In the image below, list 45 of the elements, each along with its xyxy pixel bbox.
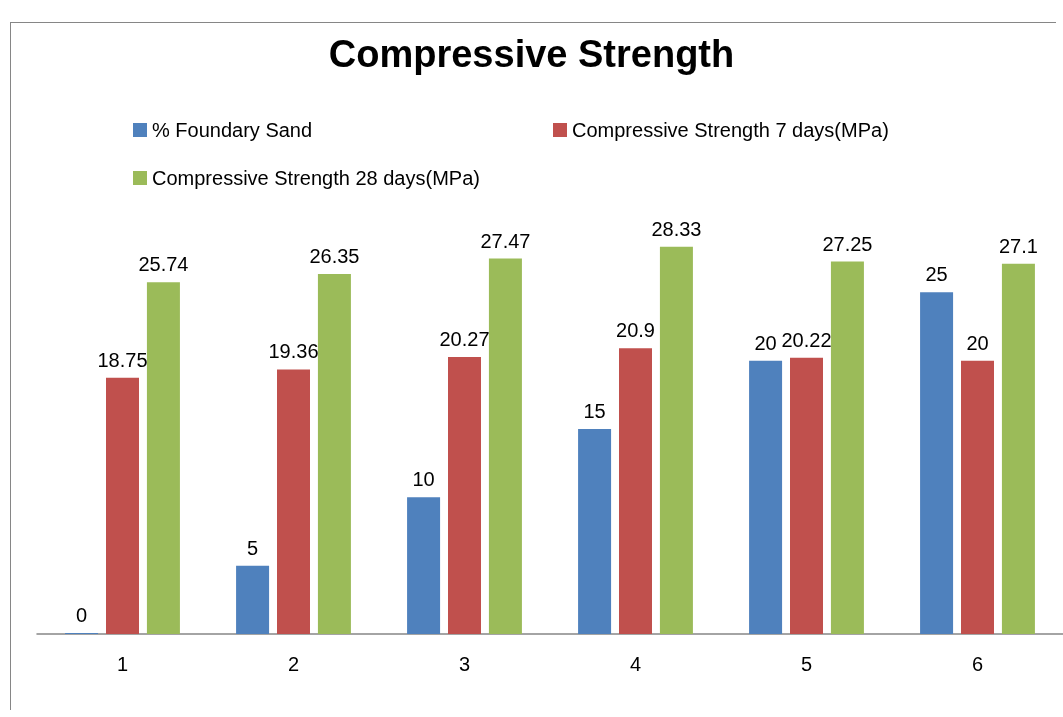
data-label: 27.25 — [822, 232, 873, 255]
data-label: 5 — [247, 536, 259, 559]
bar — [146, 282, 180, 634]
data-label: 10 — [412, 468, 435, 491]
bar — [488, 258, 522, 634]
x-tick-label: 5 — [800, 653, 813, 675]
bar — [106, 377, 139, 634]
data-label: 25 — [925, 263, 948, 286]
bar — [830, 261, 864, 634]
data-label: 20.22 — [781, 328, 832, 351]
bar — [1001, 263, 1035, 634]
data-label: 19.36 — [268, 340, 319, 363]
bar — [448, 356, 481, 634]
chart-title: Compressive Strength — [328, 33, 735, 75]
data-label: 20 — [754, 331, 777, 354]
bar — [236, 565, 270, 634]
x-tick-label: 6 — [971, 653, 984, 675]
legend-label: Compressive Strength 7 days(MPa) — [572, 119, 889, 141]
data-label: 18.75 — [97, 348, 148, 371]
bar — [659, 246, 693, 634]
data-label: 15 — [583, 400, 606, 422]
bar — [619, 348, 652, 634]
bar — [961, 360, 994, 634]
bar — [407, 497, 441, 634]
x-tick-label: 3 — [458, 653, 471, 675]
bar — [578, 429, 612, 634]
data-label: 0 — [76, 604, 88, 626]
data-label: 25.74 — [138, 253, 189, 276]
x-tick-label: 1 — [116, 653, 129, 675]
bar — [277, 369, 310, 634]
legend-label: Compressive Strength 28 days(MPa) — [152, 167, 480, 189]
bar — [317, 273, 351, 634]
data-label: 28.33 — [651, 217, 702, 240]
bar — [920, 292, 954, 634]
data-label: 20 — [966, 331, 989, 354]
bar — [790, 357, 823, 634]
data-label: 26.35 — [309, 244, 360, 267]
data-label: 27.47 — [480, 229, 531, 252]
legend-label: % Foundary Sand — [152, 119, 313, 141]
data-label: 20.9 — [616, 319, 655, 342]
x-tick-label: 4 — [629, 653, 642, 675]
data-label: 20.27 — [439, 327, 490, 350]
x-tick-label: 2 — [287, 653, 300, 675]
bar — [749, 360, 783, 634]
data-label: 27.1 — [998, 234, 1038, 257]
